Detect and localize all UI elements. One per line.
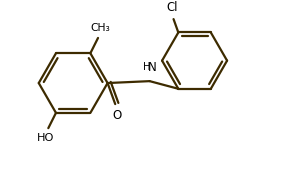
- Text: HO: HO: [37, 133, 54, 143]
- Text: CH₃: CH₃: [90, 23, 110, 33]
- Text: O: O: [112, 109, 122, 122]
- Text: Cl: Cl: [166, 1, 178, 14]
- Text: H: H: [143, 62, 151, 72]
- Text: N: N: [148, 61, 157, 74]
